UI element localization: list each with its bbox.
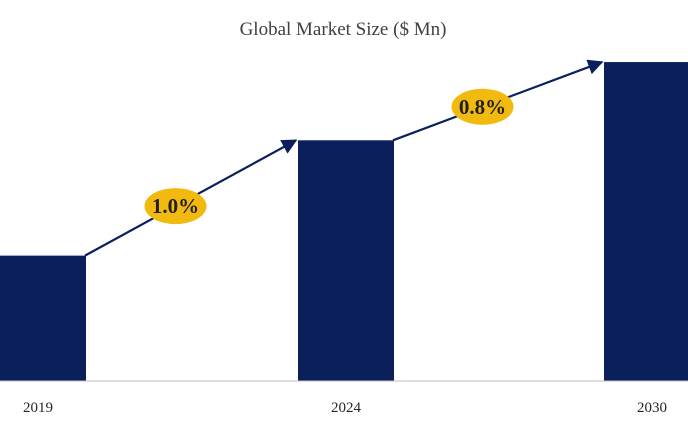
x-tick-2030: 2030 [637, 400, 667, 416]
cagr-label-2019-2024: 1.0% [152, 194, 199, 218]
bar-2024 [298, 140, 394, 381]
x-tick-2019: 2019 [23, 400, 53, 416]
cagr-badge-2024-2030 [451, 88, 514, 125]
bar-2030 [604, 62, 688, 382]
x-tick-2024: 2024 [331, 400, 362, 416]
cagr-badge-2019-2024 [144, 188, 207, 225]
bar-2019 [0, 255, 86, 381]
cagr-label-2024-2030: 0.8% [459, 95, 506, 119]
chart-title: Global Market Size ($ Mn) [240, 19, 447, 40]
bars-group [0, 62, 688, 382]
x-tick-labels: 2019 2024 2030 [23, 400, 667, 416]
cagr-annotations: 1.0% 0.8% [84, 59, 604, 257]
